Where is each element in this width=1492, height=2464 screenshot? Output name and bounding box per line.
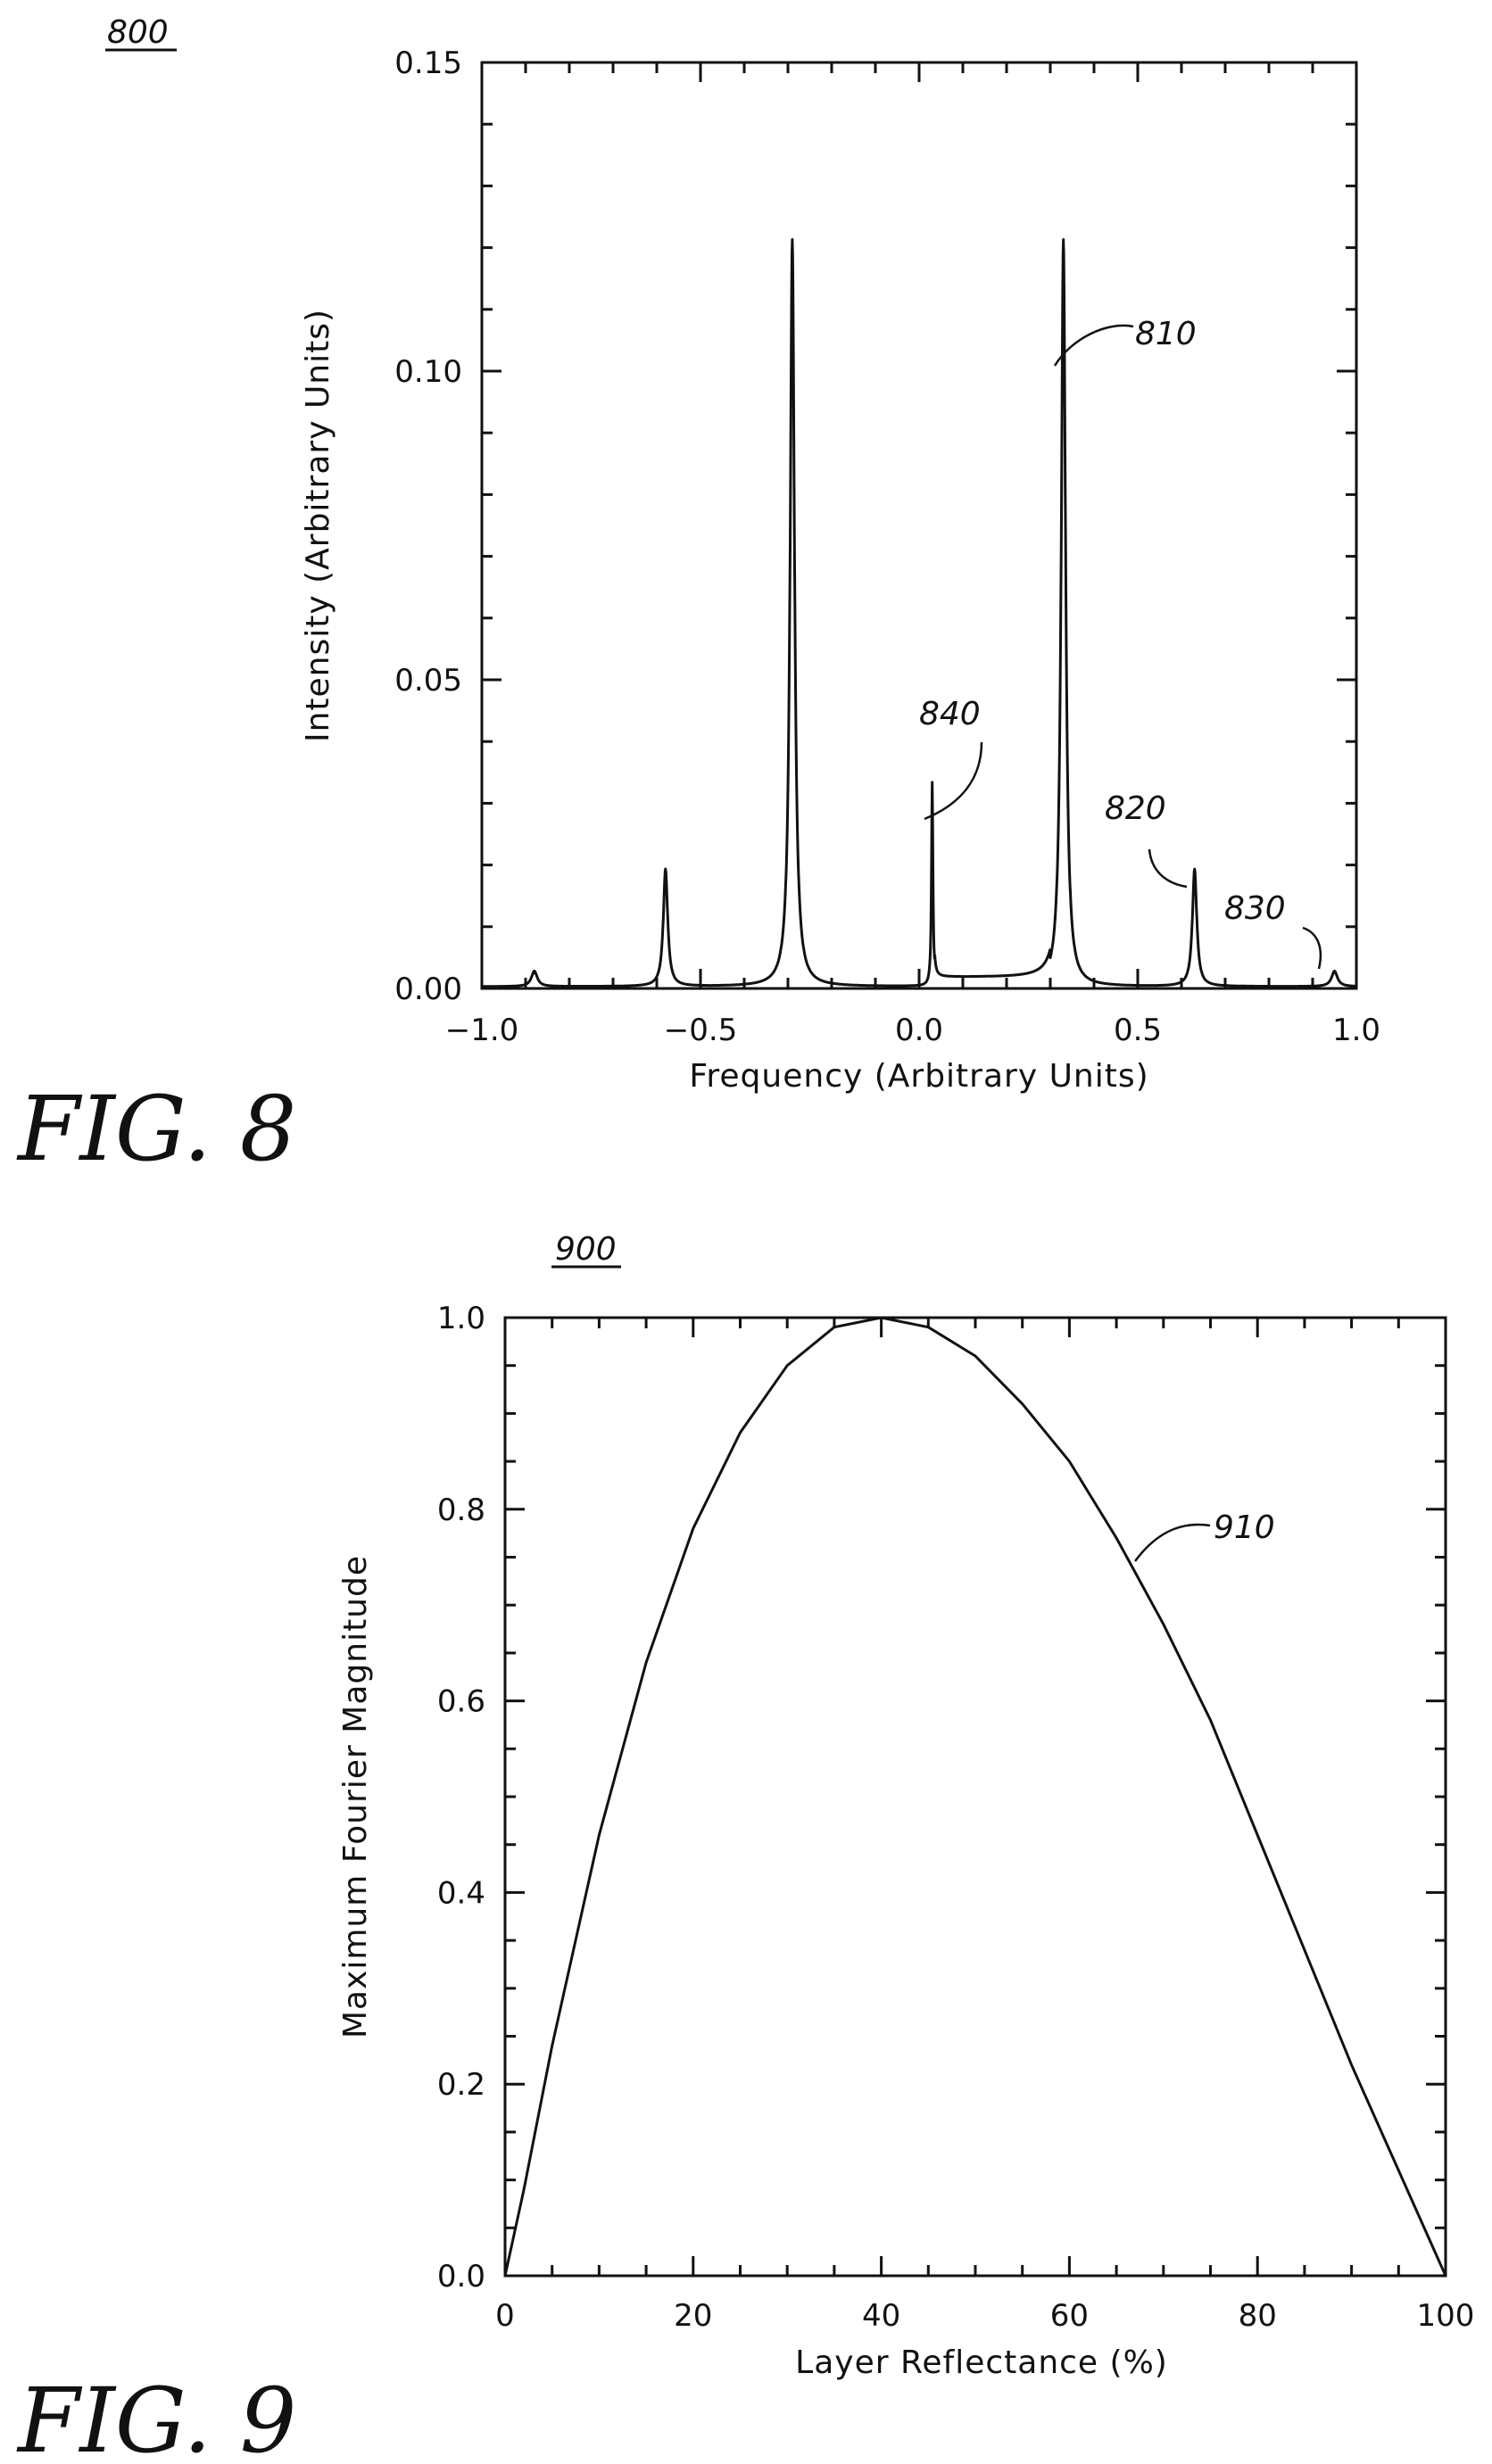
fig9-x-tick-label: 0 <box>495 2298 515 2334</box>
fig9-magnitude-curve <box>503 1316 1447 2277</box>
fig8-spectrum-line <box>480 238 1358 988</box>
fig8-x-tick-label: 0.5 <box>1114 1013 1162 1048</box>
fig9: 900 0.0 0.2 0.4 0.6 0.8 1.0 0 20 40 60 80 100 Maxi… <box>16 1231 1474 2464</box>
fig8-x-ticks <box>480 62 1358 988</box>
fig8-y-axis-title: Intensity (Arbitrary Units) <box>300 309 336 742</box>
fig8-x-axis-title: Frequency (Arbitrary Units) <box>689 1058 1148 1095</box>
fig8-ref-840: 840 <box>919 696 981 732</box>
fig9-x-tick-label: 40 <box>862 2298 900 2334</box>
fig9-y-tick-label: 0.2 <box>437 2067 485 2103</box>
fig8-ref-830: 830 <box>1224 890 1286 927</box>
fig8-x-tick-label: −0.5 <box>664 1013 738 1048</box>
fig8-y-tick-label: 0.00 <box>394 972 462 1007</box>
fig8-y-ticks <box>482 61 1356 990</box>
fig9-reference-number: 900 <box>555 1231 617 1268</box>
fig8-y-tick-labels: 0.00 0.05 0.10 0.15 <box>394 45 462 1007</box>
fig8-ref-820: 820 <box>1105 790 1166 827</box>
fig8-y-tick-label: 0.15 <box>394 45 462 81</box>
fig9-y-tick-labels: 0.0 0.2 0.4 0.6 0.8 1.0 <box>437 1301 485 2294</box>
fig9-x-tick-label: 80 <box>1239 2298 1277 2334</box>
fig8-reference-number: 800 <box>107 14 169 51</box>
fig8-x-tick-label: 0.0 <box>895 1013 943 1048</box>
fig8-y-tick-label: 0.10 <box>394 354 462 390</box>
fig8-leader-830 <box>1302 926 1322 970</box>
fig9-caption: FIG. 9 <box>16 2369 296 2464</box>
fig9-x-tick-label: 60 <box>1050 2298 1089 2334</box>
fig9-leader-910 <box>1133 1523 1211 1562</box>
fig8-leader-840 <box>924 741 983 821</box>
fig9-plot-frame <box>503 1316 1447 2278</box>
fig9-ref-910: 910 <box>1214 1509 1275 1546</box>
fig8-x-tick-labels: −1.0 −0.5 0.0 0.5 1.0 <box>445 1013 1380 1048</box>
fig8-x-tick-label: 1.0 <box>1332 1013 1380 1048</box>
fig9-x-ticks <box>503 1318 1447 2276</box>
fig8-leader-820 <box>1148 848 1188 889</box>
fig9-y-tick-label: 0.6 <box>437 1684 485 1720</box>
fig8-ref-810: 810 <box>1135 316 1197 352</box>
fig8-y-tick-label: 0.05 <box>394 663 462 699</box>
fig9-x-tick-label: 20 <box>674 2298 712 2334</box>
fig9-y-ticks <box>505 1316 1446 2278</box>
fig9-y-tick-label: 0.0 <box>437 2259 485 2294</box>
fig9-y-tick-label: 0.8 <box>437 1492 485 1528</box>
fig8-leader-810 <box>1053 324 1134 367</box>
fig9-y-axis-title: Maximum Fourier Magnitude <box>337 1555 374 2038</box>
fig8-x-tick-label: −1.0 <box>445 1013 519 1048</box>
fig8-plot-frame <box>480 61 1358 990</box>
fig9-x-tick-labels: 0 20 40 60 80 100 <box>495 2298 1474 2334</box>
fig9-x-axis-title: Layer Reflectance (%) <box>795 2344 1168 2381</box>
fig8: 800 0.00 0.05 0.10 0.15 −1.0 −0.5 0.0 0.5 1.0 I… <box>16 14 1380 1181</box>
fig9-y-tick-label: 0.4 <box>437 1875 485 1911</box>
fig8-caption: FIG. 8 <box>16 1077 296 1181</box>
fig9-x-tick-label: 100 <box>1417 2298 1475 2334</box>
fig9-y-tick-label: 1.0 <box>437 1301 485 1336</box>
